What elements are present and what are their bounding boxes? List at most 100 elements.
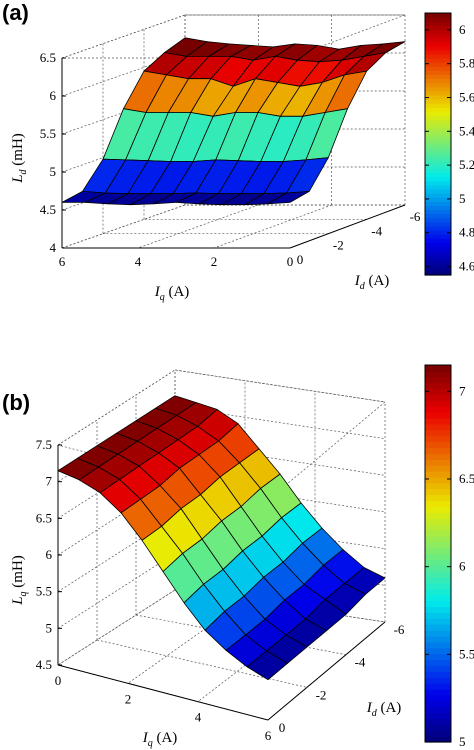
- colorbar-tick-label: 5.5: [459, 646, 474, 661]
- colorbar-swatch: [425, 221, 451, 227]
- id-axis-label-sub: d: [360, 281, 366, 292]
- id-axis-label-unit: (A): [365, 273, 390, 289]
- grid-line: [57, 369, 176, 446]
- colorbar-swatch: [425, 152, 451, 157]
- colorbar-swatch: [425, 41, 451, 47]
- colorbar-swatch: [425, 90, 451, 96]
- colorbar-swatch: [425, 144, 451, 149]
- grid-line: [267, 401, 386, 501]
- iq-axis-label-sub: q: [148, 738, 153, 749]
- id-axis-label: Id (A): [354, 273, 390, 292]
- colorbar-swatch: [425, 242, 451, 247]
- panel-a: 44.555.566.56 4 2 0 0-2-4-6Ld (mH)Iq (A)Id (…: [2, 0, 474, 303]
- colorbar-swatch: [425, 694, 451, 702]
- z-tick-label: 6.5: [36, 510, 52, 525]
- colorbar-swatch: [425, 33, 451, 39]
- z-tick-label: 7.5: [36, 437, 52, 452]
- colorbar-swatch: [425, 447, 451, 454]
- colorbar-swatch: [425, 370, 451, 378]
- colorbar-frame: [424, 12, 452, 276]
- iq-tick-label: 0: [55, 673, 62, 688]
- colorbar-swatch: [425, 160, 451, 166]
- colorbar-swatch: [425, 164, 451, 170]
- iq-tick-label: 2: [211, 254, 218, 269]
- z-tick-label: 4.5: [36, 657, 52, 672]
- colorbar-swatch: [425, 524, 451, 531]
- colorbar-swatch: [425, 82, 451, 88]
- colorbar-swatch: [425, 618, 451, 625]
- colorbar-swatch: [425, 559, 451, 566]
- colorbar-swatch: [425, 435, 451, 443]
- colorbar-swatch: [425, 78, 451, 84]
- axes: 44.555.566.56 4 2 0 0-2-4-6Ld (mH)Iq (A)Id (…: [10, 50, 421, 303]
- colorbar-swatch: [425, 482, 451, 490]
- z-axis-label: Ld (mH): [10, 133, 29, 184]
- z-axis-label-var: L: [10, 596, 26, 605]
- colorbar-swatch: [425, 577, 451, 584]
- colorbar-tick-label: 5: [459, 734, 466, 749]
- surface-patch: [57, 457, 99, 481]
- colorbar-swatch: [425, 135, 451, 141]
- id-tick-label: 0: [279, 720, 286, 735]
- colorbar-swatch: [425, 266, 451, 272]
- colorbar-tick-label: 5.2: [459, 157, 474, 172]
- colorbar-swatch: [425, 53, 451, 59]
- id-axis-label-var: I: [366, 700, 373, 716]
- colorbar-swatch: [425, 700, 451, 708]
- surface-patch: [61, 190, 106, 203]
- colorbar-swatch: [425, 58, 451, 63]
- iq-tick-label: 4: [135, 254, 142, 269]
- colorbar-swatch: [425, 600, 451, 608]
- id-tick-label: -6: [394, 622, 405, 637]
- iq-axis-label-unit: (A): [153, 730, 178, 746]
- colorbar-swatch: [425, 518, 451, 525]
- grid-line: [174, 369, 386, 403]
- colorbar-swatch: [425, 688, 451, 696]
- axis-line: [57, 664, 269, 721]
- colorbar-swatch: [425, 111, 451, 116]
- colorbar-swatch: [425, 429, 451, 437]
- colorbar-swatch: [425, 86, 451, 92]
- iq-tick-label: 6: [59, 254, 66, 269]
- z-tick-label: 5.5: [36, 584, 52, 599]
- colorbar-swatch: [425, 197, 451, 202]
- colorbar-swatch: [425, 270, 451, 276]
- z-tick-label: 6.5: [40, 50, 56, 65]
- colorbar-tick-label: 4.8: [459, 225, 474, 240]
- colorbar-swatch: [425, 115, 451, 121]
- colorbar-swatch: [425, 488, 451, 496]
- colorbar-swatch: [425, 184, 451, 190]
- colorbar-swatch: [425, 103, 451, 108]
- colorbar-swatch: [425, 612, 451, 619]
- colorbar-swatch: [425, 156, 451, 161]
- grid-line: [61, 14, 186, 59]
- colorbar-swatch: [425, 176, 451, 182]
- iq-axis-label: Iq (A): [142, 730, 178, 749]
- panel-letter: (a): [2, 0, 29, 25]
- colorbar-swatch: [425, 441, 451, 449]
- colorbar-swatch: [425, 382, 451, 390]
- colorbar-swatch: [425, 683, 451, 690]
- colorbar-swatch: [425, 423, 451, 431]
- colorbar-tick-label: 5.6: [459, 90, 474, 105]
- colorbar-swatch: [425, 70, 451, 76]
- colorbar-swatch: [425, 624, 451, 631]
- iq-tick-label: 4: [195, 710, 202, 725]
- colorbar-swatch: [425, 172, 451, 178]
- id-tick-label: -4: [355, 655, 366, 670]
- colorbar-swatch: [425, 730, 451, 737]
- colorbar-tick-label: 5.8: [459, 56, 474, 71]
- colorbar-swatch: [425, 189, 451, 194]
- colorbar-swatch: [425, 107, 451, 112]
- colorbar-swatch: [425, 500, 451, 507]
- iq-axis-label-unit: (A): [165, 284, 190, 300]
- colorbar-swatch: [425, 131, 451, 137]
- grid-line: [57, 406, 386, 482]
- iq-axis-label-var: I: [142, 730, 149, 746]
- colorbar-swatch: [425, 29, 451, 35]
- colorbar-swatch: [425, 465, 451, 472]
- colorbar: 7 6.5 6 5.5 5: [424, 364, 474, 749]
- colorbar-tick-label: 7: [459, 383, 466, 398]
- colorbar-swatch: [425, 258, 451, 264]
